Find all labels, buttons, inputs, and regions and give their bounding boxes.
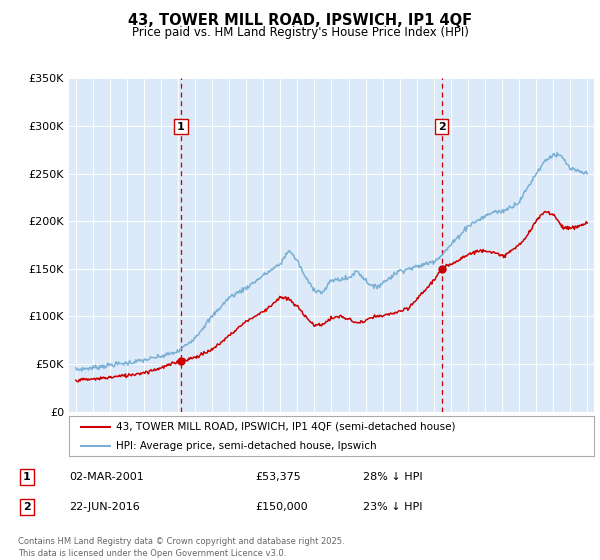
Text: 02-MAR-2001: 02-MAR-2001 (69, 472, 144, 482)
Text: 43, TOWER MILL ROAD, IPSWICH, IP1 4QF (semi-detached house): 43, TOWER MILL ROAD, IPSWICH, IP1 4QF (s… (116, 422, 456, 432)
Text: 23% ↓ HPI: 23% ↓ HPI (363, 502, 422, 512)
Text: 22-JUN-2016: 22-JUN-2016 (69, 502, 140, 512)
Text: 1: 1 (177, 122, 185, 132)
Text: £53,375: £53,375 (255, 472, 301, 482)
Text: 2: 2 (438, 122, 446, 132)
Text: 1: 1 (23, 472, 31, 482)
Text: HPI: Average price, semi-detached house, Ipswich: HPI: Average price, semi-detached house,… (116, 441, 377, 450)
Text: 28% ↓ HPI: 28% ↓ HPI (363, 472, 422, 482)
Text: 43, TOWER MILL ROAD, IPSWICH, IP1 4QF: 43, TOWER MILL ROAD, IPSWICH, IP1 4QF (128, 13, 472, 28)
Text: 2: 2 (23, 502, 31, 512)
Text: Contains HM Land Registry data © Crown copyright and database right 2025.
This d: Contains HM Land Registry data © Crown c… (18, 537, 344, 558)
Text: Price paid vs. HM Land Registry's House Price Index (HPI): Price paid vs. HM Land Registry's House … (131, 26, 469, 39)
Text: £150,000: £150,000 (255, 502, 308, 512)
